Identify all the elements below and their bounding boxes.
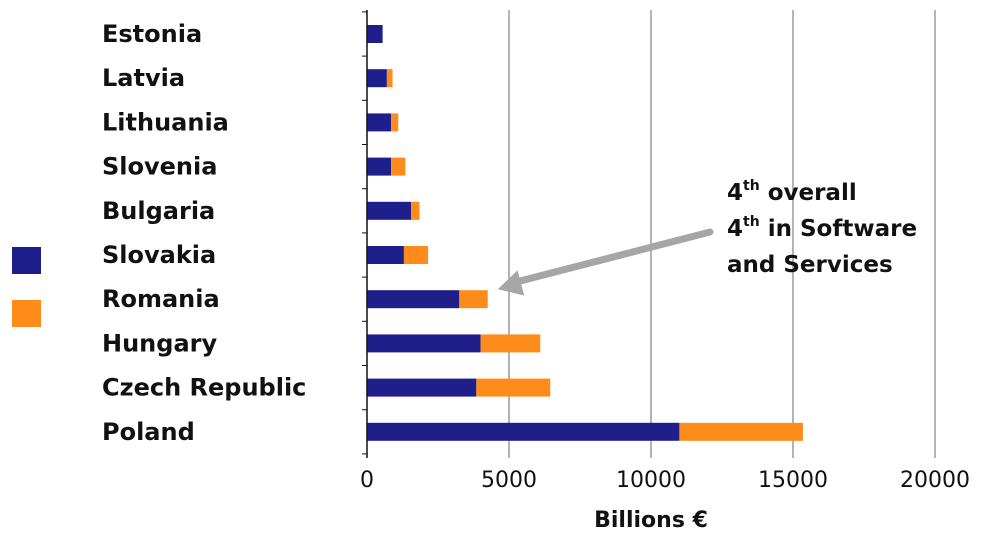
annotation: 4th overall 4th in Software and Services (497, 178, 917, 296)
bar-segment-1 (476, 378, 551, 397)
bar-segment-0 (367, 422, 680, 441)
x-tick-label: 0 (360, 468, 374, 493)
bar-segment-0 (367, 290, 460, 309)
category-label: Estonia (102, 20, 202, 48)
bar-segment-0 (367, 201, 412, 220)
category-label: Czech Republic (102, 374, 306, 402)
x-tick-label: 10000 (616, 468, 686, 493)
annotation-arrow-shaft (508, 228, 714, 287)
category-label: Bulgaria (102, 197, 215, 225)
bar-segment-1 (391, 157, 406, 176)
bar-segment-0 (367, 69, 387, 88)
x-axis-label: Billions € (594, 508, 708, 533)
bar-segment-1 (459, 290, 488, 309)
legend (12, 247, 41, 327)
annotation-arrow-head (497, 270, 525, 296)
category-label: Lithuania (102, 108, 229, 136)
bar-segment-1 (386, 69, 393, 88)
bar-segment-1 (391, 113, 399, 132)
bar-segment-1 (411, 201, 420, 220)
legend-swatch-1 (12, 300, 41, 327)
x-tick-label: 20000 (900, 468, 970, 493)
category-label: Poland (102, 418, 195, 446)
bar-segment-0 (367, 246, 404, 264)
bar-segment-1 (679, 422, 803, 441)
bar-segment-0 (367, 157, 392, 176)
bar-segment-0 (367, 378, 477, 397)
annotation-line: 4th in Software (727, 214, 917, 242)
bar-segment-0 (367, 25, 383, 43)
legend-swatch-0 (12, 247, 41, 274)
bar-segment-0 (367, 113, 392, 132)
category-label: Slovenia (102, 153, 217, 181)
annotation-line: 4th overall (727, 178, 857, 206)
x-tick-label: 5000 (481, 468, 537, 493)
bars (367, 25, 803, 441)
bar-segment-1 (403, 246, 429, 264)
category-labels: Estonia Latvia Lithuania Slovenia Bulgaria Sl… (102, 20, 306, 446)
category-label: Latvia (102, 64, 185, 92)
annotation-line: and Services (727, 252, 893, 278)
x-tick-label: 15000 (758, 468, 828, 493)
category-label: Hungary (102, 329, 217, 357)
x-axis: 0 5000 10000 15000 20000 (360, 10, 970, 493)
bar-segment-1 (480, 334, 541, 353)
category-label: Romania (102, 285, 220, 313)
category-label: Slovakia (102, 241, 216, 269)
bar-segment-0 (367, 334, 481, 353)
